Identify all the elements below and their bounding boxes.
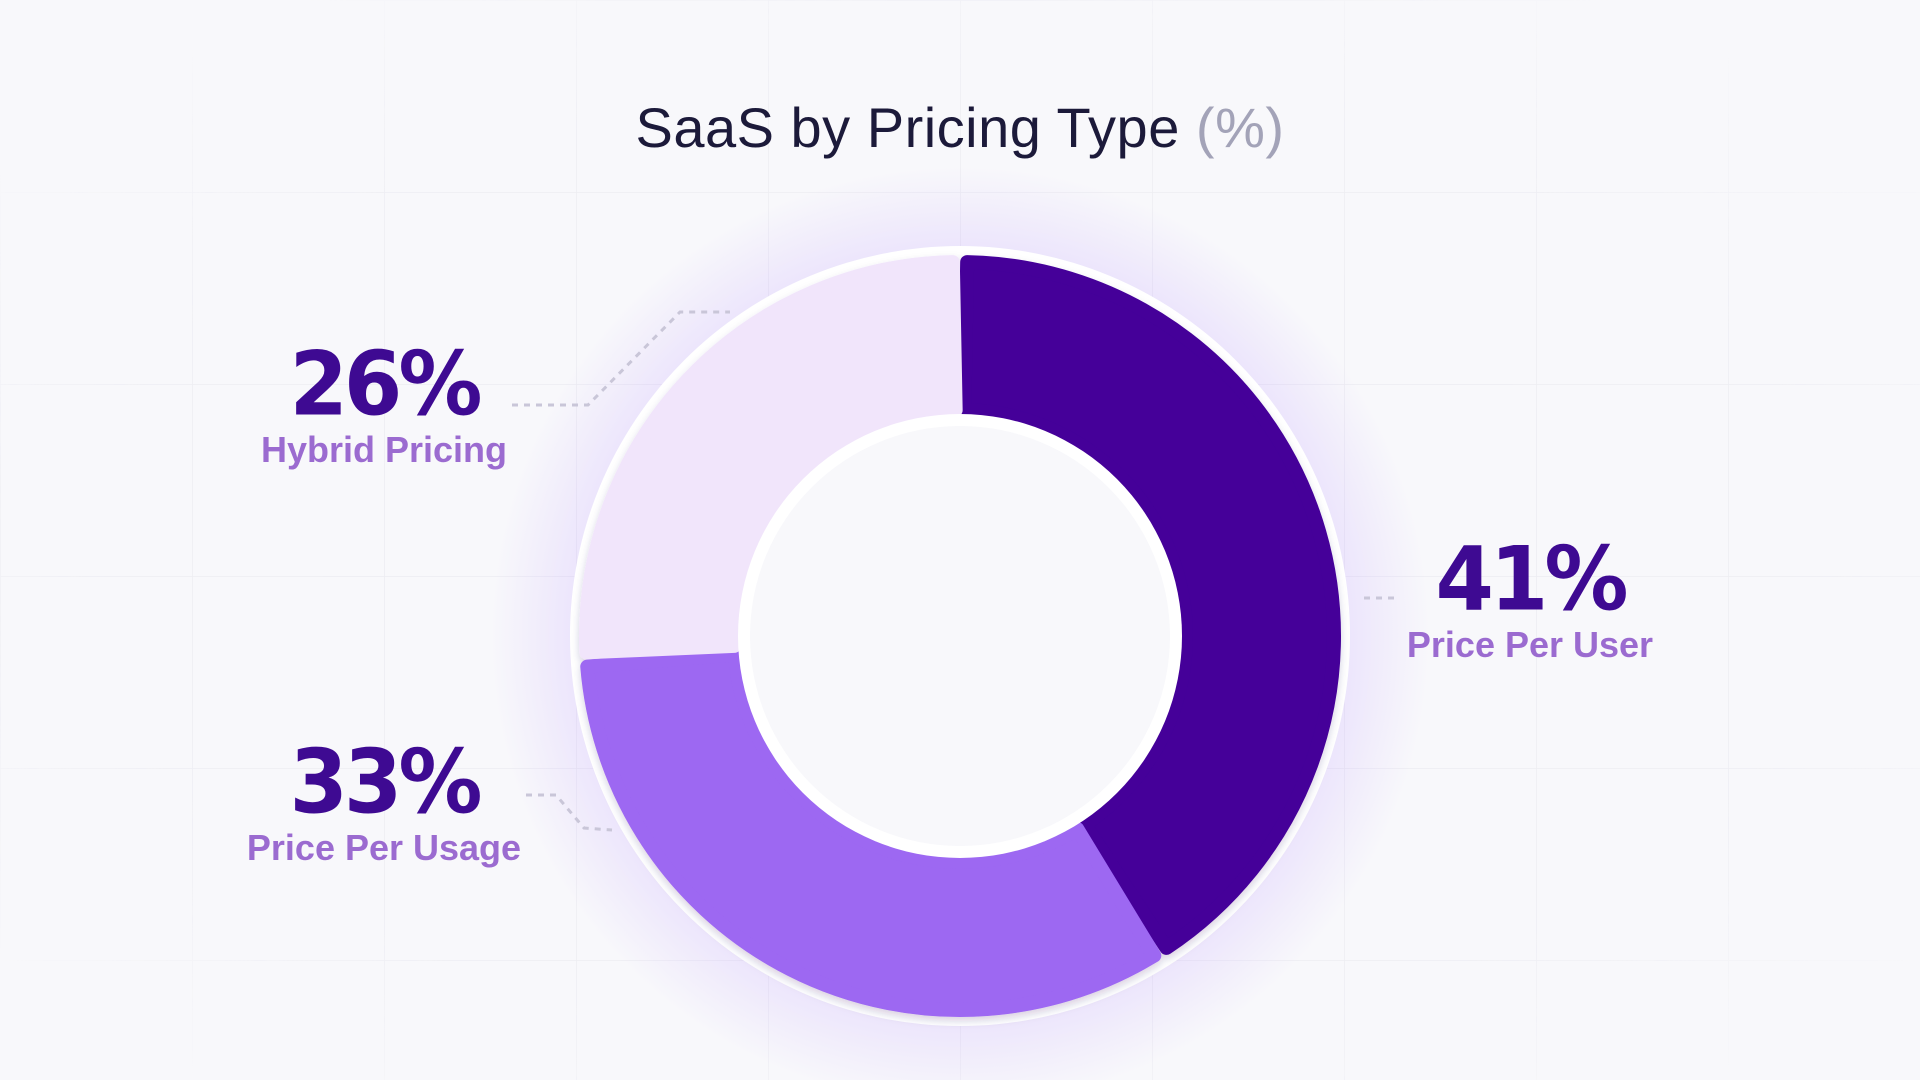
- chart-title-unit: (%): [1195, 96, 1285, 159]
- slice-hybrid-pricing: [579, 255, 963, 660]
- value-price-per-user: 41%: [1435, 527, 1628, 631]
- slice-price-per-user: [957, 255, 1341, 955]
- connector-hybrid-pricing: [512, 310, 730, 407]
- chart-title-text: SaaS by Pricing Type: [635, 96, 1180, 159]
- label-price-per-user: 41% Price Per User: [1370, 527, 1690, 667]
- name-price-per-user: Price Per User: [1406, 624, 1654, 665]
- value-hybrid-pricing: 26%: [289, 332, 482, 436]
- inner-hole: [750, 426, 1170, 846]
- name-hybrid-pricing: Hybrid Pricing: [260, 429, 508, 470]
- name-price-per-usage: Price Per Usage: [246, 827, 522, 868]
- label-hybrid-pricing: 26% Hybrid Pricing: [224, 332, 544, 472]
- slice-price-per-usage: [580, 647, 1162, 1017]
- chart-title: SaaS by Pricing Type (%): [0, 95, 1920, 160]
- connector-price-per-usage: [526, 793, 613, 832]
- label-price-per-usage: 33% Price Per Usage: [224, 730, 544, 870]
- value-price-per-usage: 33%: [289, 730, 482, 834]
